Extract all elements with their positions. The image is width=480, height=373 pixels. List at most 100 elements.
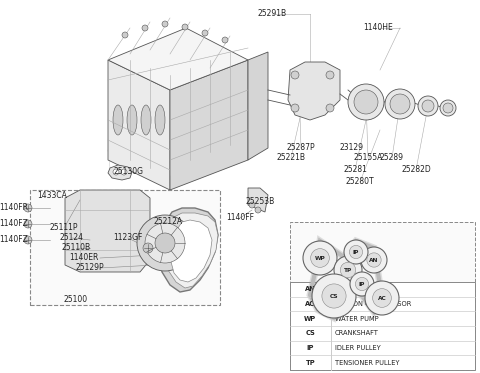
Text: CRANKSHAFT: CRANKSHAFT: [335, 330, 379, 336]
Text: AC: AC: [378, 295, 386, 301]
Circle shape: [145, 223, 185, 263]
Circle shape: [311, 249, 329, 267]
Circle shape: [367, 253, 381, 267]
Circle shape: [291, 104, 299, 112]
Circle shape: [349, 245, 362, 258]
Circle shape: [249, 202, 255, 208]
Circle shape: [222, 37, 228, 43]
Text: 1140FZ: 1140FZ: [0, 235, 28, 244]
Polygon shape: [248, 188, 268, 212]
Circle shape: [24, 236, 32, 244]
Text: 25253B: 25253B: [245, 197, 275, 207]
Polygon shape: [108, 60, 170, 190]
Polygon shape: [158, 208, 218, 292]
Text: IP: IP: [353, 250, 359, 254]
Circle shape: [137, 215, 193, 271]
Ellipse shape: [141, 105, 151, 135]
Circle shape: [202, 30, 208, 36]
Text: AN: AN: [369, 257, 379, 263]
Polygon shape: [170, 60, 248, 190]
Text: 25287P: 25287P: [287, 144, 315, 153]
Text: 25110B: 25110B: [61, 244, 91, 253]
Text: 25124: 25124: [60, 233, 84, 242]
FancyBboxPatch shape: [30, 190, 220, 305]
Ellipse shape: [155, 105, 165, 135]
Circle shape: [155, 233, 175, 253]
Circle shape: [162, 21, 168, 27]
Circle shape: [354, 90, 378, 114]
Circle shape: [24, 204, 32, 212]
Circle shape: [348, 84, 384, 120]
Ellipse shape: [127, 105, 137, 135]
Polygon shape: [108, 165, 132, 180]
Circle shape: [122, 32, 128, 38]
Circle shape: [350, 272, 374, 296]
Text: 25100: 25100: [64, 295, 88, 304]
Text: TENSIONER PULLEY: TENSIONER PULLEY: [335, 360, 399, 366]
Text: 1140HE: 1140HE: [363, 23, 393, 32]
Circle shape: [182, 24, 188, 30]
Text: 1140ER: 1140ER: [69, 254, 99, 263]
Text: WP: WP: [314, 256, 325, 260]
Circle shape: [334, 256, 362, 284]
Circle shape: [24, 220, 32, 228]
Text: TP: TP: [306, 360, 315, 366]
Text: 25289: 25289: [380, 154, 404, 163]
Text: AIR CON COMPRESSOR: AIR CON COMPRESSOR: [335, 301, 411, 307]
Polygon shape: [248, 52, 268, 160]
Circle shape: [385, 89, 415, 119]
Text: CS: CS: [305, 330, 315, 336]
Text: 25212A: 25212A: [154, 217, 182, 226]
Text: TP: TP: [344, 267, 352, 273]
Circle shape: [121, 169, 127, 175]
Circle shape: [422, 100, 434, 112]
Circle shape: [418, 96, 438, 116]
Text: AC: AC: [305, 301, 315, 307]
Polygon shape: [65, 190, 150, 272]
Polygon shape: [288, 62, 340, 120]
Text: 25111P: 25111P: [50, 223, 78, 232]
Polygon shape: [108, 28, 248, 90]
Circle shape: [113, 169, 119, 175]
FancyBboxPatch shape: [290, 282, 475, 370]
Circle shape: [291, 71, 299, 79]
Text: 25129P: 25129P: [76, 263, 104, 273]
Circle shape: [303, 241, 337, 275]
Text: ALTERNATOR: ALTERNATOR: [335, 286, 378, 292]
Text: 25280T: 25280T: [346, 178, 374, 186]
Text: AN: AN: [305, 286, 316, 292]
Text: IDLER PULLEY: IDLER PULLEY: [335, 345, 381, 351]
Circle shape: [142, 25, 148, 31]
Circle shape: [255, 207, 261, 213]
Polygon shape: [170, 220, 212, 282]
Polygon shape: [164, 213, 218, 288]
Text: 1140FF: 1140FF: [226, 213, 254, 223]
Circle shape: [443, 103, 453, 113]
Text: 25130G: 25130G: [113, 167, 143, 176]
Text: 1140FR: 1140FR: [0, 204, 28, 213]
Circle shape: [365, 281, 399, 315]
Text: 25221B: 25221B: [276, 154, 305, 163]
Text: 23129: 23129: [340, 144, 364, 153]
Circle shape: [322, 284, 346, 308]
Text: 1140FZ: 1140FZ: [0, 219, 28, 229]
Circle shape: [312, 274, 356, 318]
Text: 25155A: 25155A: [353, 154, 383, 163]
Text: IP: IP: [359, 282, 365, 286]
Circle shape: [361, 247, 387, 273]
Circle shape: [143, 243, 153, 253]
Ellipse shape: [113, 105, 123, 135]
Text: WP: WP: [304, 316, 316, 322]
FancyBboxPatch shape: [290, 222, 475, 370]
Text: 1123GF: 1123GF: [113, 233, 143, 242]
Circle shape: [344, 240, 368, 264]
Circle shape: [390, 94, 410, 114]
Circle shape: [326, 71, 334, 79]
Circle shape: [372, 289, 391, 307]
Circle shape: [326, 104, 334, 112]
Text: IP: IP: [307, 345, 314, 351]
Text: 25282D: 25282D: [401, 166, 431, 175]
Text: CS: CS: [330, 294, 338, 298]
Circle shape: [340, 262, 356, 278]
Text: WATER PUMP: WATER PUMP: [335, 316, 378, 322]
